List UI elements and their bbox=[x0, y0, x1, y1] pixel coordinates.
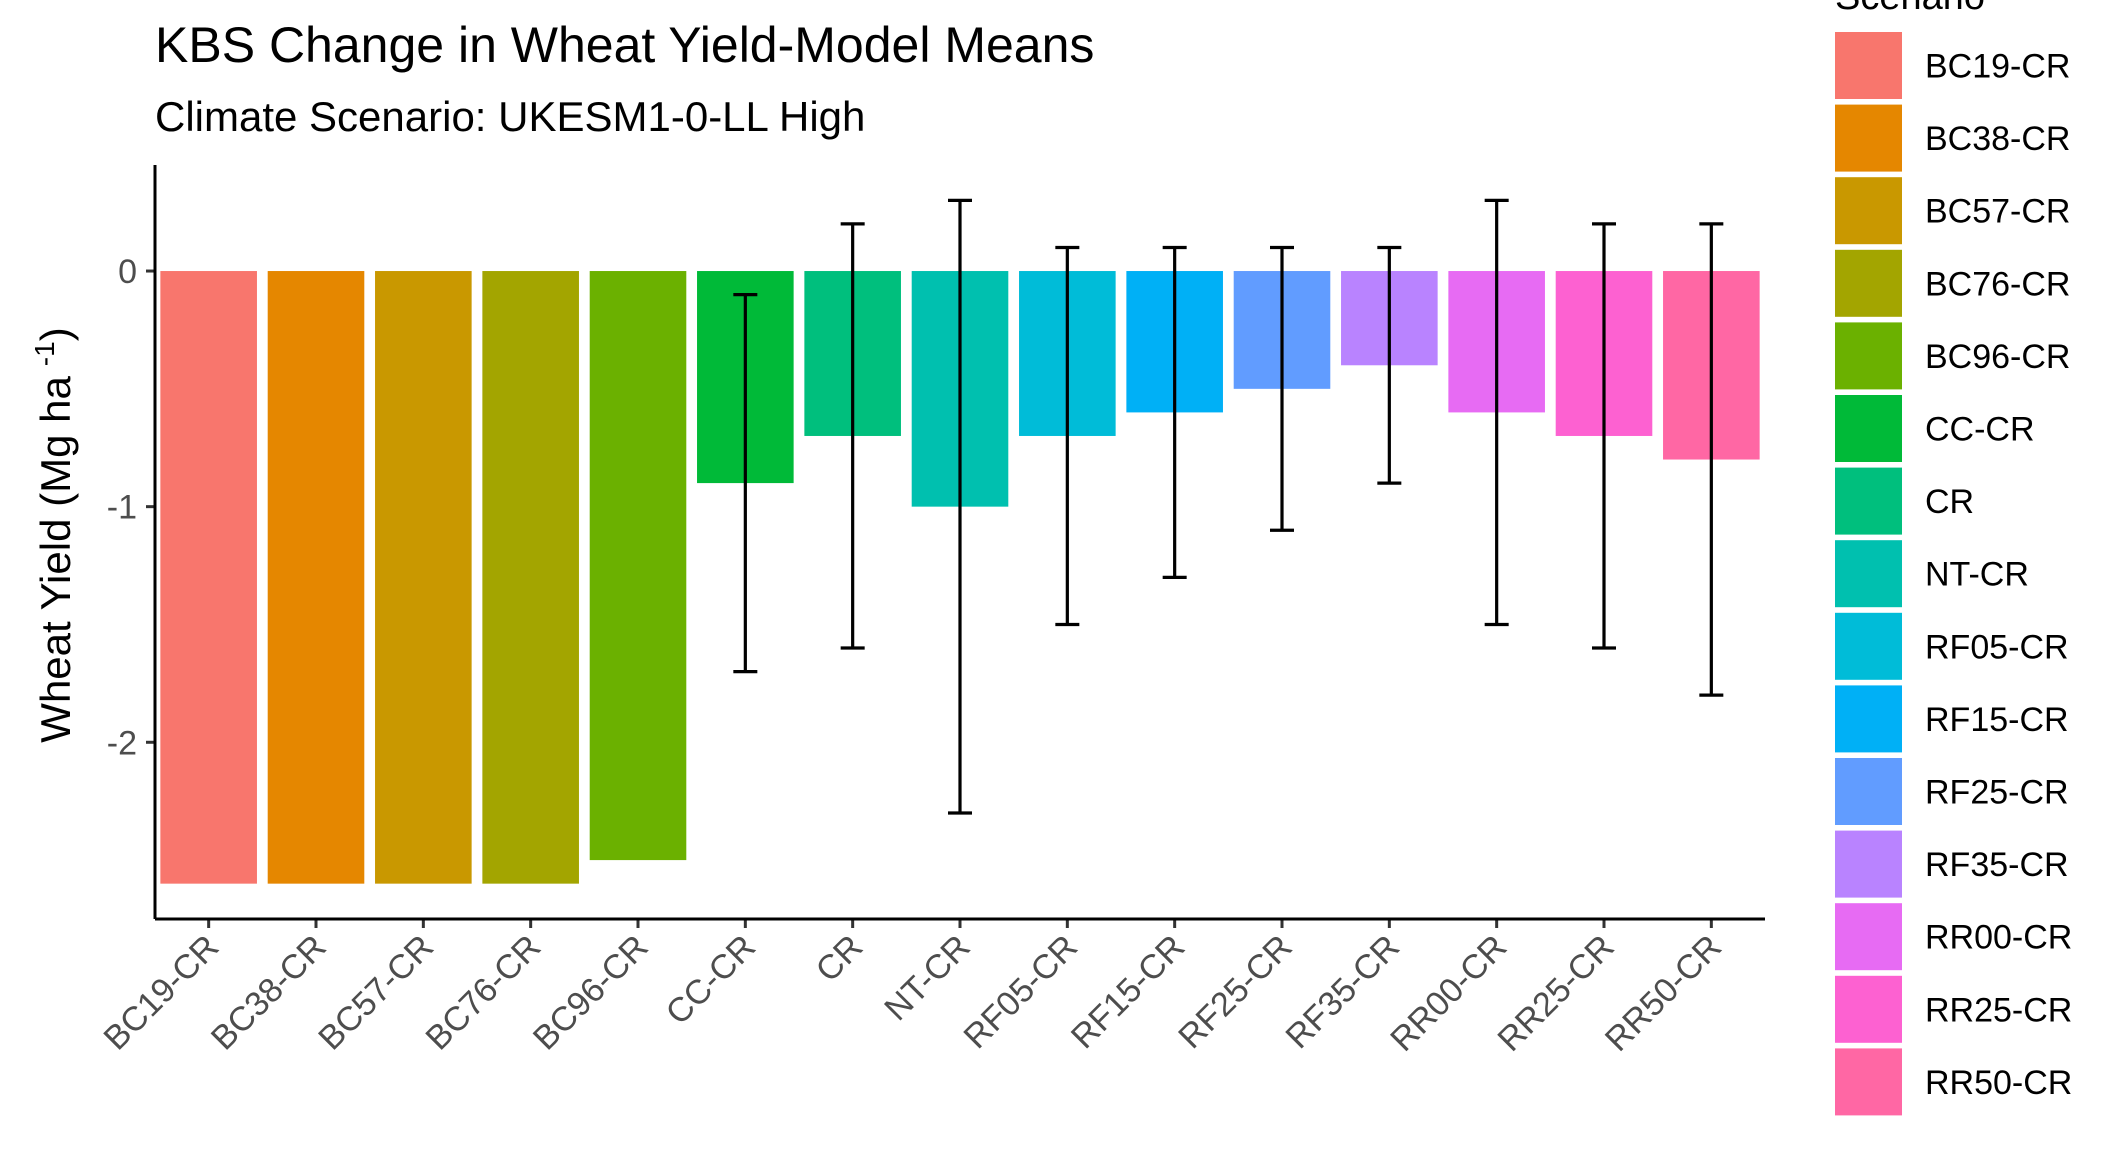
legend-key-cr bbox=[1835, 467, 1902, 535]
x-tick-label: BC57-CR bbox=[311, 928, 441, 1058]
errorbar-rr25-cr bbox=[1592, 222, 1616, 650]
legend-key-bc76-cr bbox=[1835, 249, 1902, 317]
x-tick-label: NT-CR bbox=[877, 928, 977, 1028]
legend-label: CR bbox=[1925, 483, 1974, 521]
errorbar-rr00-cr bbox=[1484, 198, 1509, 627]
legend-label: RR50-CR bbox=[1925, 1064, 2072, 1102]
legend-label: BC57-CR bbox=[1925, 193, 2070, 231]
errorbar-rf25-cr bbox=[1270, 245, 1294, 532]
x-tick-label: BC76-CR bbox=[419, 928, 549, 1058]
y-tick-label: -1 bbox=[107, 489, 137, 527]
errorbars-layer bbox=[733, 198, 1724, 815]
x-tick-label: CR bbox=[809, 928, 871, 990]
legend-label: BC96-CR bbox=[1925, 338, 2070, 376]
x-tick-label: RF25-CR bbox=[1171, 928, 1299, 1056]
errorbar-rf15-cr bbox=[1162, 245, 1187, 579]
legend-key-rr00-cr bbox=[1835, 903, 1902, 971]
y-tick-label: -2 bbox=[107, 724, 137, 762]
legend-label: RF35-CR bbox=[1925, 846, 2069, 884]
legend-key-rf25-cr bbox=[1835, 758, 1902, 825]
legend-label: RF05-CR bbox=[1925, 628, 2069, 666]
errorbar-rr50-cr bbox=[1699, 222, 1724, 697]
bar-bc76-cr bbox=[482, 271, 579, 884]
bar-bc19-cr bbox=[160, 271, 257, 884]
legend: BC19-CR BC38-CR BC57-CR BC76-CR BC96-CR CC-CR… bbox=[1835, 32, 2072, 1116]
bar-bc96-cr bbox=[589, 271, 687, 861]
legend-label: RF15-CR bbox=[1925, 701, 2069, 739]
legend-label: BC76-CR bbox=[1925, 265, 2070, 303]
legend-key-rr50-cr bbox=[1835, 1048, 1902, 1116]
errorbar-cr bbox=[840, 222, 865, 650]
x-tick-label: BC38-CR bbox=[204, 928, 334, 1058]
legend-key-cc-cr bbox=[1835, 395, 1902, 462]
legend-key-bc57-cr bbox=[1835, 177, 1902, 245]
legend-label: CC-CR bbox=[1925, 411, 2035, 449]
errorbar-cc-cr bbox=[733, 292, 758, 674]
x-tick-label: RR50-CR bbox=[1598, 928, 1729, 1059]
legend-title: Scenario bbox=[1835, 0, 1985, 18]
legend-key-bc19-cr bbox=[1835, 32, 1902, 99]
y-axis-title-main: Wheat Yield (Mg ha bbox=[32, 376, 79, 743]
chart-subtitle: Climate Scenario: UKESM1-0-LL High bbox=[155, 93, 865, 140]
errorbar-rf05-cr bbox=[1055, 245, 1080, 627]
legend-label: RR00-CR bbox=[1925, 919, 2072, 957]
legend-label: BC19-CR bbox=[1925, 48, 2070, 86]
legend-key-nt-cr bbox=[1835, 540, 1902, 608]
legend-label: RF25-CR bbox=[1925, 774, 2069, 812]
chart-title: KBS Change in Wheat Yield-Model Means bbox=[155, 17, 1094, 73]
y-axis-title: Wheat Yield (Mg ha -1) bbox=[29, 327, 79, 742]
legend-label: NT-CR bbox=[1925, 556, 2029, 594]
x-tick-label: RR25-CR bbox=[1491, 928, 1622, 1059]
x-tick-label: CC-CR bbox=[659, 928, 763, 1032]
legend-key-rf15-cr bbox=[1835, 685, 1902, 753]
legend-key-rf35-cr bbox=[1835, 830, 1902, 898]
bar-bc57-cr bbox=[375, 271, 472, 884]
y-axis-title-close: ) bbox=[32, 327, 79, 341]
x-tick-label: BC96-CR bbox=[526, 928, 656, 1058]
x-tick-label: RF15-CR bbox=[1064, 928, 1192, 1056]
y-axis-title-superscript: -1 bbox=[29, 341, 60, 366]
x-tick-label: RR00-CR bbox=[1383, 928, 1514, 1059]
bar-bc38-cr bbox=[267, 271, 365, 884]
legend-key-bc38-cr bbox=[1835, 104, 1902, 172]
errorbar-rf35-cr bbox=[1377, 245, 1402, 485]
legend-label: BC38-CR bbox=[1925, 120, 2070, 158]
legend-key-bc96-cr bbox=[1835, 322, 1902, 390]
legend-label: RR25-CR bbox=[1925, 991, 2072, 1029]
y-axis-ticks: 0 -1 -2 bbox=[107, 253, 155, 762]
x-tick-label: RF05-CR bbox=[957, 928, 1085, 1056]
x-tick-label: BC19-CR bbox=[97, 928, 227, 1058]
legend-key-rf05-cr bbox=[1835, 612, 1902, 680]
legend-key-rr25-cr bbox=[1835, 975, 1902, 1043]
y-tick-label: 0 bbox=[118, 253, 137, 291]
errorbar-nt-cr bbox=[948, 198, 972, 815]
